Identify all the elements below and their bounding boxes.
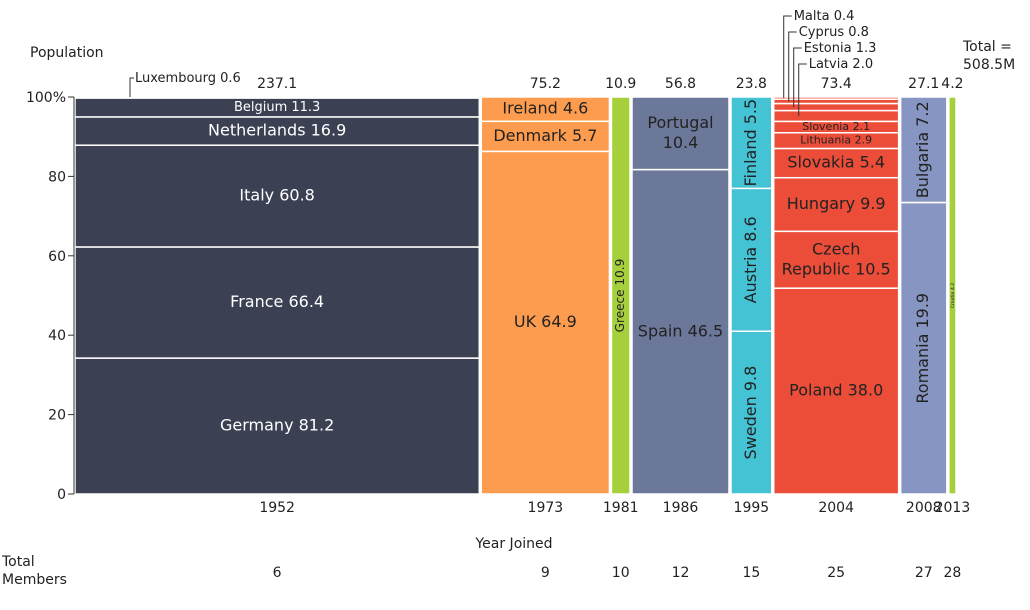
label-germany: Germany 81.2 bbox=[220, 416, 334, 435]
label-portugal-line-2: 10.4 bbox=[663, 133, 699, 152]
callout-label-luxembourg: Luxembourg 0.6 bbox=[135, 71, 241, 86]
callout-label-estonia: Estonia 1.3 bbox=[804, 41, 877, 56]
label-czech-republic-line-1: Czech bbox=[812, 239, 860, 258]
label-lithuania: Lithuania 2.9 bbox=[800, 134, 872, 147]
label-finland: Finland 5.5 bbox=[741, 99, 760, 187]
total-population-label: Total = bbox=[962, 39, 1012, 55]
label-slovakia: Slovakia 5.4 bbox=[787, 153, 885, 172]
segment-croatia bbox=[948, 96, 957, 495]
segment-netherlands bbox=[74, 116, 481, 146]
segment-hungary bbox=[772, 176, 900, 233]
group-total-1973: 75.2 bbox=[530, 76, 561, 92]
label-belgium: Belgium 11.3 bbox=[234, 100, 320, 115]
label-france: France 66.4 bbox=[230, 292, 324, 311]
label-uk: UK 64.9 bbox=[514, 312, 577, 331]
x-axis-label: Year Joined bbox=[474, 536, 552, 552]
y-axis-label: Population bbox=[30, 45, 104, 61]
year-label-1986: 1986 bbox=[663, 500, 699, 516]
label-hungary: Hungary 9.9 bbox=[787, 194, 886, 213]
segment-ireland bbox=[480, 96, 611, 123]
label-netherlands: Netherlands 16.9 bbox=[208, 121, 346, 140]
segment-austria bbox=[730, 187, 773, 332]
segment-malta bbox=[772, 96, 900, 100]
group-total-1981: 10.9 bbox=[605, 76, 636, 92]
group-total-1995: 23.8 bbox=[736, 76, 767, 92]
segment-czech-republic bbox=[772, 230, 900, 289]
group-total-1952: 237.1 bbox=[257, 76, 297, 92]
callout-label-cyprus: Cyprus 0.8 bbox=[799, 25, 869, 40]
segment-poland bbox=[772, 287, 900, 495]
members-1986: 12 bbox=[672, 565, 690, 581]
total-population-value: 508.5M bbox=[963, 57, 1015, 73]
total-members-label-2: Members bbox=[2, 572, 67, 588]
y-tick-label-20: 20 bbox=[48, 408, 66, 424]
members-2008: 27 bbox=[915, 565, 933, 581]
y-tick-label-100: 100% bbox=[26, 90, 66, 106]
segment-slovakia bbox=[772, 147, 900, 179]
leader-latvia bbox=[798, 63, 807, 116]
members-1973: 9 bbox=[541, 565, 550, 581]
leader-cyprus bbox=[788, 31, 797, 102]
leader-luxembourg bbox=[129, 77, 134, 97]
label-denmark: Denmark 5.7 bbox=[493, 126, 597, 145]
total-members-label: Total bbox=[1, 554, 35, 570]
leader-estonia bbox=[793, 47, 802, 108]
segment-portugal bbox=[631, 96, 730, 171]
label-greece: Greece 10.9 bbox=[613, 259, 627, 333]
segment-france bbox=[74, 246, 481, 359]
group-total-2013: 4.2 bbox=[941, 76, 963, 92]
label-poland: Poland 38.0 bbox=[789, 381, 883, 400]
callout-label-latvia: Latvia 2.0 bbox=[809, 57, 873, 72]
members-1995: 15 bbox=[742, 565, 760, 581]
segment-finland bbox=[730, 96, 773, 190]
label-croatia: Croatia 4.2 bbox=[950, 283, 956, 309]
segment-romania bbox=[899, 201, 948, 495]
year-label-2008: 2008 bbox=[906, 500, 942, 516]
members-1981: 10 bbox=[612, 565, 630, 581]
segment-estonia bbox=[772, 102, 900, 112]
members-2013: 28 bbox=[944, 565, 962, 581]
group-total-1986: 56.8 bbox=[665, 76, 696, 92]
y-tick-label-80: 80 bbox=[48, 169, 66, 185]
year-label-2004: 2004 bbox=[818, 500, 854, 516]
label-sweden: Sweden 9.8 bbox=[741, 366, 760, 460]
segment-greece bbox=[610, 96, 631, 495]
group-total-2004: 73.4 bbox=[821, 76, 852, 92]
year-label-1952: 1952 bbox=[259, 500, 295, 516]
year-label-1973: 1973 bbox=[528, 500, 564, 516]
leader-malta bbox=[783, 15, 792, 99]
label-romania: Romania 19.9 bbox=[913, 293, 932, 404]
year-label-2013: 2013 bbox=[935, 500, 971, 516]
year-label-1981: 1981 bbox=[603, 500, 639, 516]
members-2004: 25 bbox=[827, 565, 845, 581]
callout-label-malta: Malta 0.4 bbox=[794, 9, 855, 24]
members-1952: 6 bbox=[273, 565, 282, 581]
label-spain: Spain 46.5 bbox=[638, 321, 723, 340]
y-tick-label-0: 0 bbox=[57, 487, 66, 503]
segment-bulgaria bbox=[899, 96, 948, 204]
year-label-1995: 1995 bbox=[734, 500, 770, 516]
segment-uk bbox=[480, 150, 611, 495]
y-tick-label-60: 60 bbox=[48, 249, 66, 265]
label-bulgaria: Bulgaria 7.2 bbox=[913, 101, 932, 198]
label-czech-republic-line-2: Republic 10.5 bbox=[782, 259, 891, 278]
label-italy: Italy 60.8 bbox=[239, 186, 314, 205]
label-ireland: Ireland 4.6 bbox=[502, 99, 588, 118]
segment-spain bbox=[631, 168, 730, 495]
group-total-2008: 27.1 bbox=[908, 76, 939, 92]
label-slovenia: Slovenia 2.1 bbox=[802, 120, 870, 133]
y-tick-label-40: 40 bbox=[48, 328, 66, 344]
label-austria: Austria 8.6 bbox=[741, 216, 760, 303]
segment-luxembourg bbox=[74, 96, 481, 99]
label-portugal-line-1: Portugal bbox=[647, 113, 713, 132]
segment-germany bbox=[74, 357, 481, 495]
